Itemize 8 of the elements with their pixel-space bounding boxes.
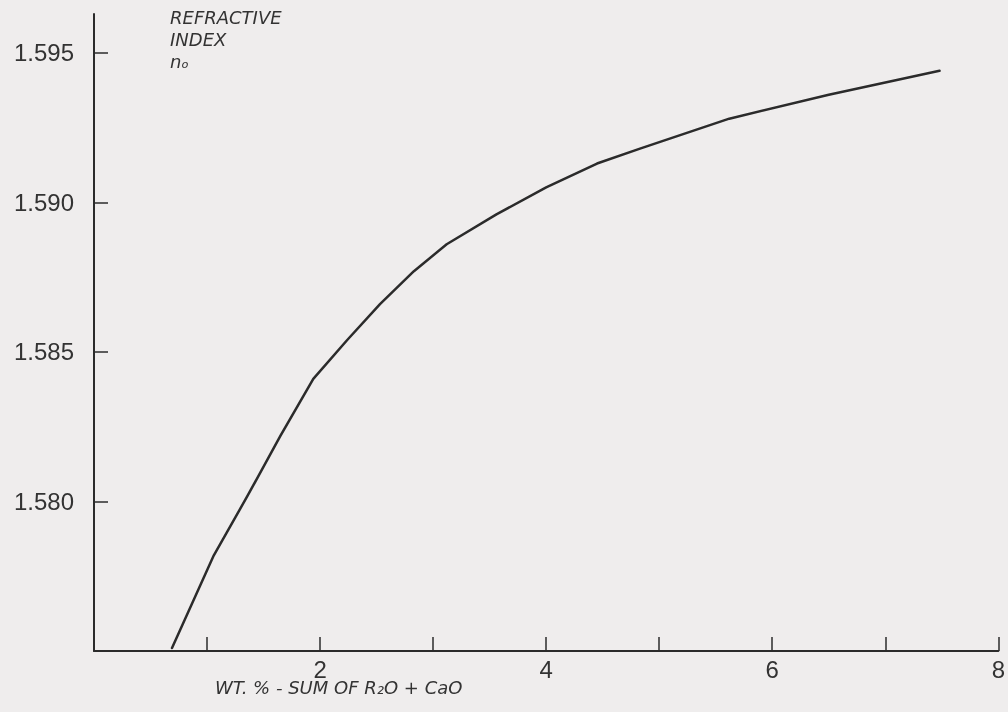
y-tick-label: 1.585 — [13, 338, 74, 366]
x-tick-label: 8 — [991, 655, 1006, 683]
y-tick-label: 1.590 — [13, 188, 74, 216]
x-tick-label: 4 — [539, 655, 553, 683]
x-tick-label: 6 — [765, 655, 779, 683]
y-tick-label: 1.595 — [13, 39, 74, 67]
y-axis-title: REFRACTIVE INDEX nₒ — [170, 6, 283, 72]
y-tick-label: 1.580 — [13, 487, 74, 515]
